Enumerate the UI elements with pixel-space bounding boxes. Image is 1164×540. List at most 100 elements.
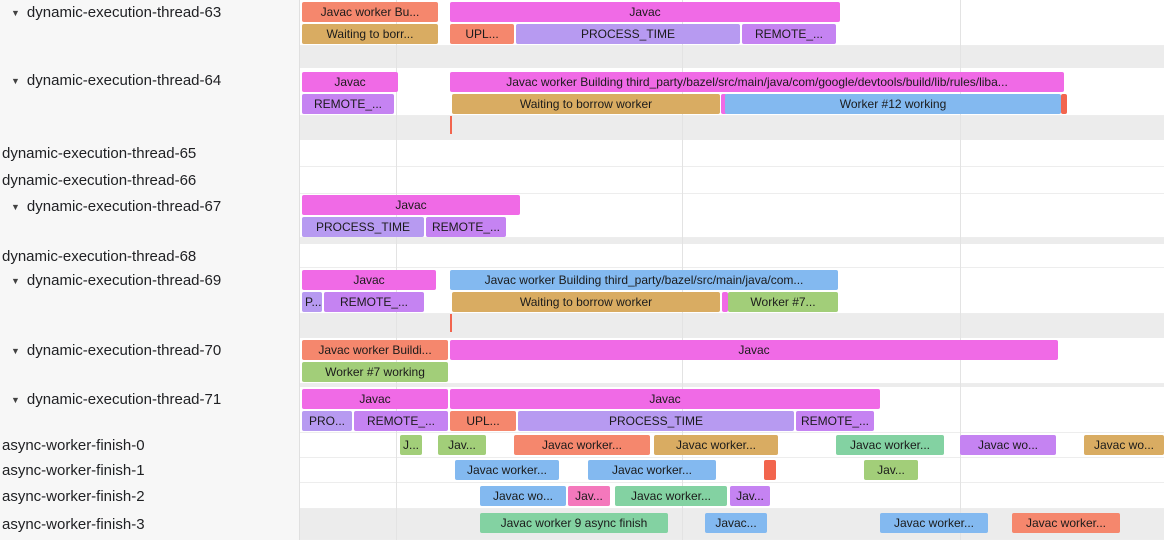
track-label-async-worker-finish-2[interactable]: async-worker-finish-2 (0, 483, 299, 509)
slice[interactable]: Worker #7 working (302, 362, 448, 382)
track-label-async-worker-finish-1[interactable]: async-worker-finish-1 (0, 458, 299, 483)
slice[interactable]: Javac (450, 389, 880, 409)
slice[interactable]: Javac worker... (880, 513, 988, 533)
track-name: dynamic-execution-thread-64 (26, 72, 222, 89)
slice[interactable] (1061, 94, 1067, 114)
slice[interactable]: Javac (302, 195, 520, 215)
slice[interactable]: Javac worker Buildi... (302, 340, 448, 360)
track-spacer (300, 116, 1164, 140)
slice[interactable]: Javac (450, 340, 1058, 360)
slice[interactable]: Javac... (705, 513, 767, 533)
slice[interactable]: Javac worker... (588, 460, 716, 480)
track-label-thread-66[interactable]: dynamic-execution-thread-66 (0, 167, 299, 194)
track-label-thread-71[interactable]: ▼ dynamic-execution-thread-71 (0, 387, 299, 433)
slice[interactable]: Javac (302, 389, 448, 409)
slice[interactable]: UPL... (450, 24, 514, 44)
track-name: dynamic-execution-thread-63 (26, 4, 222, 21)
slice[interactable]: Jav... (864, 460, 918, 480)
slice[interactable]: Javac worker... (1012, 513, 1120, 533)
slice[interactable]: PROCESS_TIME (302, 217, 424, 237)
sidebar-spacer (0, 116, 299, 140)
track-thread-64: Javac Javac worker Building third_party/b… (300, 68, 1164, 116)
slice[interactable]: Javac (450, 2, 840, 22)
track-label-thread-70[interactable]: ▼ dynamic-execution-thread-70 (0, 338, 299, 384)
slice[interactable]: Javac wo... (1084, 435, 1164, 455)
track-async-worker-finish-2: Javac wo... Jav... Javac worker... Jav... (300, 483, 1164, 509)
track-label-thread-69[interactable]: ▼ dynamic-execution-thread-69 (0, 268, 299, 314)
slice[interactable]: REMOTE_... (324, 292, 424, 312)
gridline (960, 0, 961, 540)
track-label-async-worker-finish-3[interactable]: async-worker-finish-3 (0, 509, 299, 540)
slice[interactable]: REMOTE_... (302, 94, 394, 114)
slice[interactable]: Waiting to borrow worker (452, 94, 720, 114)
slice[interactable]: Worker #7... (728, 292, 838, 312)
slice[interactable]: Javac worker Building third_party/bazel/… (450, 72, 1064, 92)
track-label-thread-64[interactable]: ▼ dynamic-execution-thread-64 (0, 68, 299, 116)
slice[interactable]: Jav... (730, 486, 770, 506)
track-name: async-worker-finish-1 (2, 462, 145, 479)
track-label-thread-67[interactable]: ▼ dynamic-execution-thread-67 (0, 194, 299, 238)
track-name: async-worker-finish-0 (2, 437, 145, 454)
slice[interactable]: P... (302, 292, 322, 312)
slice[interactable]: Javac worker Bu... (302, 2, 438, 22)
slice[interactable]: Javac (302, 270, 436, 290)
expand-triangle-icon[interactable]: ▼ (11, 202, 20, 212)
slice[interactable]: Worker #12 working (725, 94, 1061, 114)
slice[interactable]: Waiting to borr... (302, 24, 438, 44)
track-label-thread-65[interactable]: dynamic-execution-thread-65 (0, 140, 299, 167)
slice[interactable]: J... (400, 435, 422, 455)
slice[interactable]: REMOTE_... (742, 24, 836, 44)
track-label-async-worker-finish-0[interactable]: async-worker-finish-0 (0, 433, 299, 458)
slice[interactable]: Javac worker 9 async finish (480, 513, 668, 533)
track-label-thread-63[interactable]: ▼ dynamic-execution-thread-63 (0, 0, 299, 46)
bar-row: REMOTE_... Waiting to borrow worker Worker… (300, 94, 1164, 116)
bar-row: Javac (300, 195, 1164, 217)
slice[interactable]: PRO... (302, 411, 352, 431)
slice[interactable] (722, 292, 728, 312)
bar-row: Javac Javac (300, 389, 1164, 411)
track-thread-69: Javac Javac worker Building third_party/b… (300, 268, 1164, 314)
bar-row: Javac worker... Javac worker... Jav... (300, 460, 1164, 482)
slice[interactable]: Javac worker... (836, 435, 944, 455)
bar-row: PROCESS_TIME REMOTE_... (300, 217, 1164, 239)
track-name: async-worker-finish-2 (2, 487, 145, 505)
slice[interactable]: Javac (302, 72, 398, 92)
slice[interactable]: REMOTE_... (354, 411, 448, 431)
bar-row: Javac worker 9 async finish Javac... Javac… (300, 513, 1164, 535)
slice[interactable]: Javac worker... (455, 460, 559, 480)
slice[interactable]: UPL... (450, 411, 516, 431)
slice[interactable]: Jav... (568, 486, 610, 506)
track-async-worker-finish-1: Javac worker... Javac worker... Jav... (300, 458, 1164, 483)
slice[interactable]: Javac wo... (480, 486, 566, 506)
slice[interactable]: Jav... (438, 435, 486, 455)
slice[interactable]: Javac wo... (960, 435, 1056, 455)
sidebar: ▼ dynamic-execution-thread-63 ▼ dynamic-exe… (0, 0, 300, 540)
expand-triangle-icon[interactable]: ▼ (11, 8, 20, 18)
expand-triangle-icon[interactable]: ▼ (11, 395, 20, 405)
track-spacer (300, 314, 1164, 338)
slice[interactable] (764, 460, 776, 480)
slice[interactable]: REMOTE_... (426, 217, 506, 237)
instant-event-tick[interactable] (450, 116, 452, 134)
bar-row: Javac Javac worker Building third_party/b… (300, 270, 1164, 292)
slice[interactable]: Javac worker... (615, 486, 727, 506)
slice[interactable]: PROCESS_TIME (518, 411, 794, 431)
track-spacer (300, 46, 1164, 68)
slice[interactable]: Javac worker Building third_party/bazel/… (450, 270, 838, 290)
slice[interactable]: REMOTE_... (796, 411, 874, 431)
slice[interactable] (721, 94, 727, 114)
instant-event-tick[interactable] (450, 314, 452, 332)
slice[interactable]: PROCESS_TIME (516, 24, 740, 44)
expand-triangle-icon[interactable]: ▼ (11, 346, 20, 356)
expand-triangle-icon[interactable]: ▼ (11, 276, 20, 286)
expand-triangle-icon[interactable]: ▼ (11, 76, 20, 86)
timeline-canvas[interactable]: Javac worker Bu... Javac Waiting to borr..… (300, 0, 1164, 540)
slice[interactable]: Waiting to borrow worker (452, 292, 720, 312)
slice[interactable]: Javac worker... (514, 435, 650, 455)
track-name: dynamic-execution-thread-69 (26, 272, 222, 289)
track-thread-63: Javac worker Bu... Javac Waiting to borr..… (300, 0, 1164, 46)
track-thread-65 (300, 140, 1164, 167)
slice[interactable]: Javac worker... (654, 435, 778, 455)
track-label-thread-68[interactable]: dynamic-execution-thread-68 (0, 244, 299, 268)
bar-row: J... Jav... Javac worker... Javac worker...… (300, 435, 1164, 457)
